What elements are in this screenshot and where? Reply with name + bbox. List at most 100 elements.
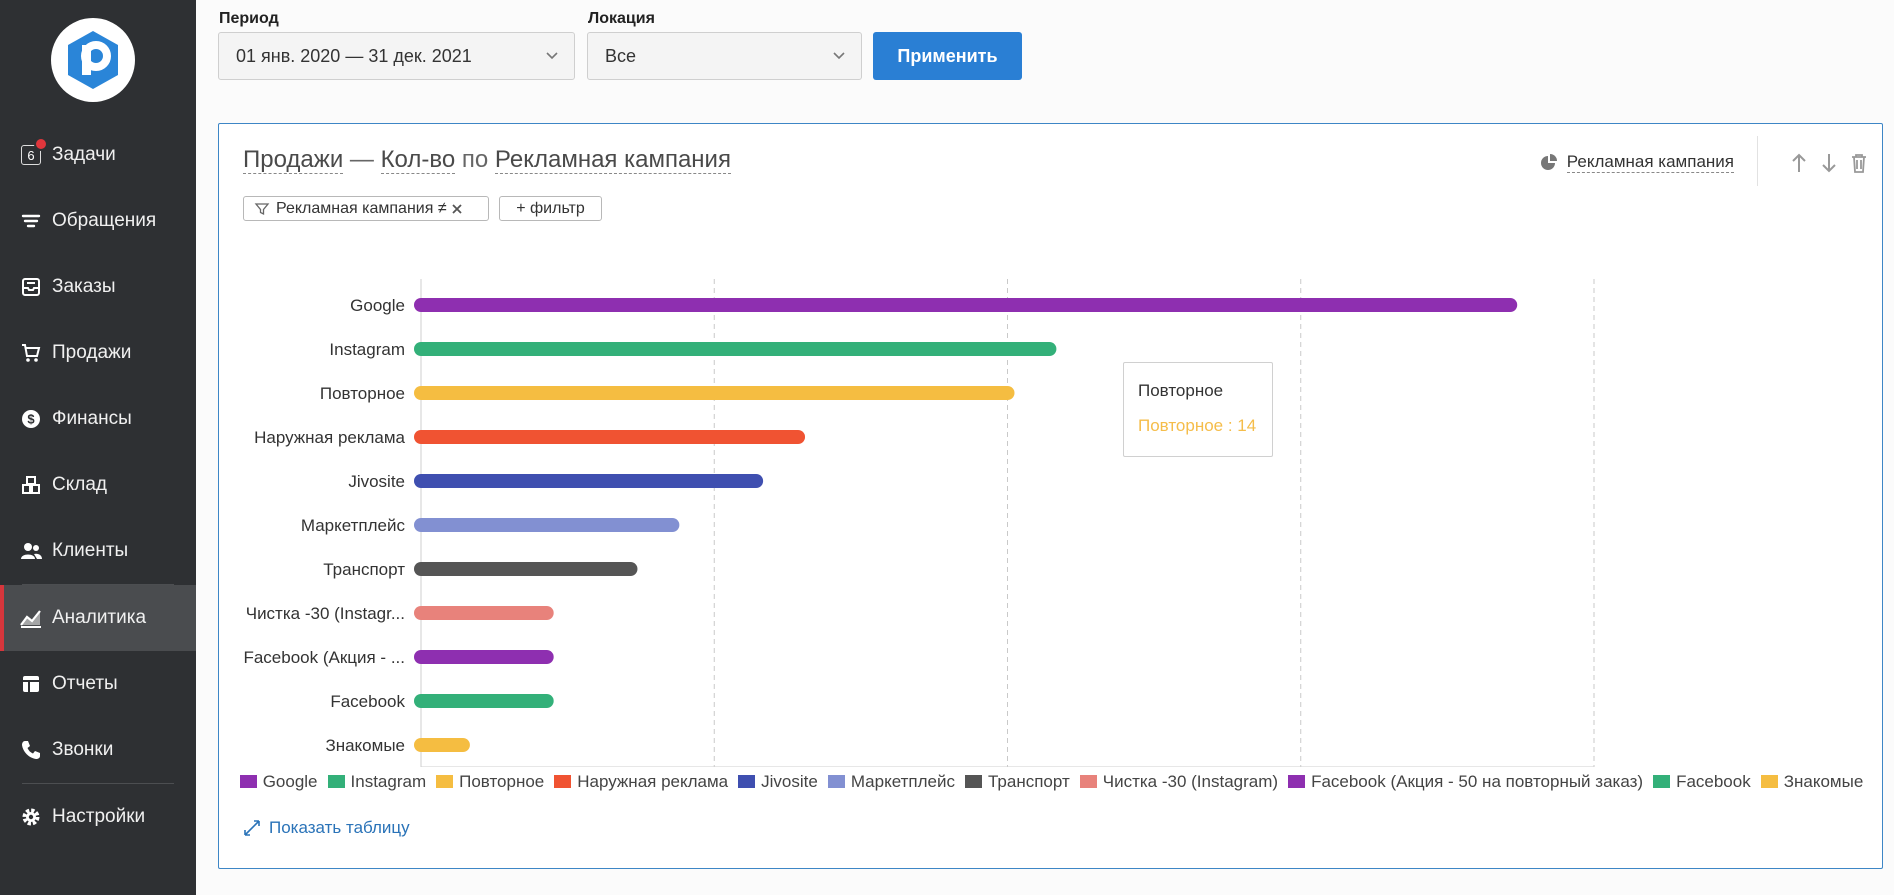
filter-lines-icon: [18, 208, 44, 234]
show-table-link[interactable]: Показать таблицу: [243, 818, 410, 838]
sidebar-item-cart[interactable]: Продажи: [0, 320, 196, 386]
close-icon[interactable]: [451, 203, 463, 215]
show-table-label: Показать таблицу: [269, 818, 410, 837]
legend-swatch: [1653, 775, 1671, 788]
legend-swatch: [1760, 775, 1778, 788]
logo[interactable]: [51, 18, 135, 102]
svg-text:$: $: [27, 412, 35, 427]
sidebar-item-label: Отчеты: [52, 673, 118, 694]
add-filter-button[interactable]: + фильтр: [499, 196, 602, 221]
legend-swatch: [1288, 775, 1306, 788]
sidebar-item-tasks[interactable]: 6 Задачи: [0, 122, 196, 188]
legend-swatch: [436, 775, 454, 788]
chart-tooltip: Повторное Повторное : 14: [1123, 362, 1273, 457]
title-sep: —: [343, 146, 381, 173]
sidebar-nav: 6 Задачи Обращения Заказы Продажи $ Финансы Скл…: [0, 122, 196, 850]
title-metric-link[interactable]: Кол-во: [380, 146, 456, 174]
phone-icon: [18, 737, 44, 763]
legend-label: Транспорт: [987, 772, 1070, 791]
legend-item[interactable]: Google: [239, 768, 318, 795]
dollar-icon: $: [18, 406, 44, 432]
legend-label: Jivosite: [761, 772, 818, 791]
legend-item[interactable]: Знакомые: [1760, 768, 1863, 795]
legend-swatch: [964, 775, 982, 788]
category-label: Маркетплейс: [301, 516, 406, 535]
chart-panel: Продажи — Кол-во по Рекламная кампания Р…: [218, 123, 1883, 869]
legend-item[interactable]: Jivosite: [738, 768, 818, 795]
sidebar-item-boxes[interactable]: Склад: [0, 452, 196, 518]
sidebar-item-inbox[interactable]: Заказы: [0, 254, 196, 320]
category-label: Повторное: [320, 384, 405, 403]
legend-label: Чистка -30 (Instagram): [1102, 772, 1279, 791]
legend-label: Маркетплейс: [850, 772, 955, 791]
sidebar-item-users[interactable]: Клиенты: [0, 518, 196, 584]
legend-item[interactable]: Facebook (Акция - 50 на повторный заказ): [1288, 768, 1643, 795]
legend-item[interactable]: Instagram: [327, 768, 426, 795]
sidebar-item-label: Финансы: [52, 408, 132, 429]
table-icon: [18, 671, 44, 697]
legend-label: Повторное: [459, 772, 545, 791]
legend-item[interactable]: Маркетплейс: [827, 768, 955, 795]
sidebar: 6 Задачи Обращения Заказы Продажи $ Финансы Скл…: [0, 0, 196, 895]
tooltip-title: Повторное: [1138, 381, 1224, 400]
sidebar-item-label: Заказы: [52, 276, 116, 297]
category-label: Наружная реклама: [254, 428, 405, 447]
bar-chart: 07142128GoogleInstagramПовторноеНаружная…: [243, 279, 1595, 767]
category-label: Чистка -30 (Instagr...: [246, 604, 405, 623]
chevron-down-icon: [833, 52, 845, 60]
legend-item[interactable]: Чистка -30 (Instagram): [1079, 768, 1279, 795]
filter-chip-label: Рекламная кампания ≠: [276, 199, 447, 217]
legend-item[interactable]: Facebook: [1653, 768, 1751, 795]
apply-button[interactable]: Применить: [873, 32, 1022, 80]
sidebar-item-label: Звонки: [52, 739, 114, 760]
arrow-down-icon[interactable]: [1820, 152, 1838, 174]
sidebar-item-gear[interactable]: Настройки: [0, 784, 196, 850]
sidebar-item-label: Клиенты: [52, 540, 129, 561]
legend-item[interactable]: Наружная реклама: [554, 768, 728, 795]
sidebar-item-dollar[interactable]: $ Финансы: [0, 386, 196, 452]
panel-tools: [1790, 152, 1868, 174]
legend-swatch: [827, 775, 845, 788]
chevron-down-icon: [546, 52, 558, 60]
legend-item[interactable]: Транспорт: [964, 768, 1070, 795]
period-label: Период: [219, 10, 279, 27]
category-label: Facebook (Акция - ...: [243, 648, 405, 667]
filter-chip[interactable]: Рекламная кампания ≠: [243, 196, 489, 221]
sidebar-item-label: Склад: [52, 474, 107, 495]
chart-legend: Google Instagram Повторное Наружная реклама…: [219, 768, 1884, 796]
task-count-badge: 6: [21, 137, 48, 165]
title-entity-link[interactable]: Продажи: [243, 146, 344, 174]
pie-chart-icon: [1540, 153, 1557, 170]
legend-label: Google: [262, 772, 318, 791]
chart-type-toggle[interactable]: Рекламная кампания: [1539, 152, 1734, 173]
category-label: Google: [350, 296, 405, 315]
sidebar-divider: [22, 783, 174, 784]
location-label: Локация: [588, 10, 655, 27]
sidebar-item-analytics[interactable]: Аналитика: [0, 585, 196, 651]
panel-title: Продажи — Кол-во по Рекламная кампания: [243, 146, 731, 174]
title-by: по: [455, 146, 495, 173]
legend-item[interactable]: Повторное: [436, 768, 544, 795]
title-dimension-link[interactable]: Рекламная кампания: [494, 146, 731, 174]
gear-icon: [18, 804, 44, 830]
analytics-icon: [18, 605, 44, 631]
legend-swatch: [738, 775, 756, 788]
users-icon: [18, 538, 44, 564]
category-label: Jivosite: [348, 472, 405, 491]
legend-swatch: [554, 775, 572, 788]
category-label: Знакомые: [325, 736, 405, 755]
location-value: Все: [605, 45, 637, 66]
sidebar-item-table[interactable]: Отчеты: [0, 651, 196, 717]
arrow-up-icon[interactable]: [1790, 152, 1808, 174]
legend-label: Наружная реклама: [577, 772, 729, 791]
sidebar-item-phone[interactable]: Звонки: [0, 717, 196, 783]
category-label: Facebook: [330, 692, 405, 711]
sidebar-item-filter-lines[interactable]: Обращения: [0, 188, 196, 254]
sidebar-item-label: Настройки: [52, 806, 146, 827]
location-select[interactable]: Все: [587, 32, 862, 80]
legend-swatch: [239, 775, 257, 788]
tooltip-value: Повторное : 14: [1138, 416, 1257, 435]
legend-swatch: [1079, 775, 1097, 788]
period-select[interactable]: 01 янв. 2020 — 31 дек. 2021: [218, 32, 575, 80]
trash-icon[interactable]: [1850, 152, 1868, 174]
